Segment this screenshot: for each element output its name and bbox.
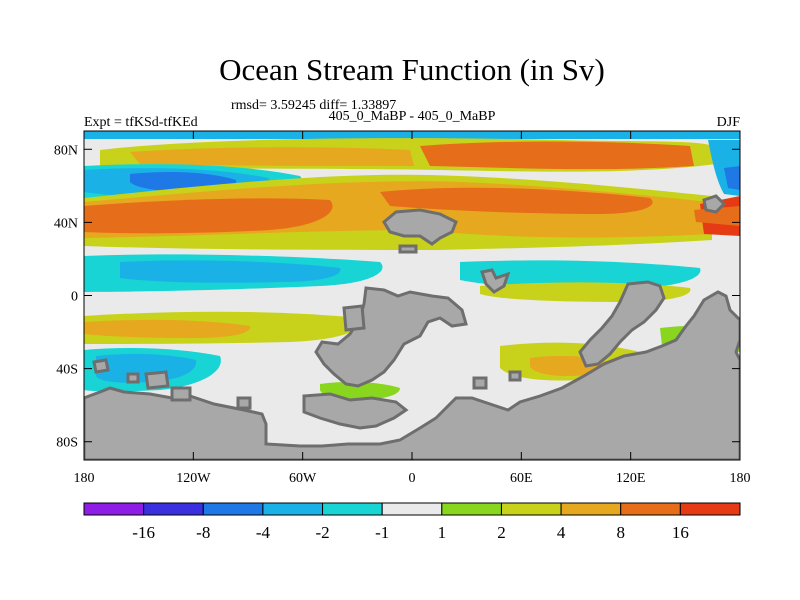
land-mass bbox=[480, 268, 511, 294]
colorbar-swatch bbox=[322, 502, 383, 516]
chart-title: Ocean Stream Function (in Sv) bbox=[219, 52, 605, 87]
colorbar-label: -1 bbox=[375, 523, 389, 542]
land-mass bbox=[398, 244, 418, 254]
colorbar: -16 -8 -4 -2 -1 1 2 4 8 16 bbox=[83, 502, 741, 542]
land-mass bbox=[508, 370, 522, 382]
colorbar-swatch bbox=[441, 502, 502, 516]
land-mass bbox=[170, 386, 192, 402]
stats-label: rmsd= 3.59245 diff= 1.33897 bbox=[231, 98, 396, 113]
x-tick-label: 60W bbox=[289, 471, 317, 486]
colorbar-label: 8 bbox=[616, 523, 625, 542]
contour-band bbox=[380, 187, 653, 214]
colorbar-swatch bbox=[560, 502, 622, 516]
colorbar-swatch bbox=[83, 502, 145, 516]
colorbar-swatch bbox=[202, 502, 264, 516]
land-mass bbox=[144, 370, 170, 390]
contour-band bbox=[130, 147, 414, 166]
experiment-label: Expt = tfKSd-tfKEd bbox=[84, 115, 198, 130]
land-mass bbox=[92, 358, 110, 374]
land-mass bbox=[382, 208, 458, 246]
contour-band bbox=[420, 141, 694, 170]
contour-band bbox=[120, 260, 341, 283]
y-tick-label: 0 bbox=[71, 290, 78, 305]
land-mass bbox=[84, 290, 740, 460]
land-mass bbox=[472, 376, 488, 390]
colorbar-swatch bbox=[262, 502, 324, 516]
colorbar-label: -2 bbox=[315, 523, 329, 542]
contour-band bbox=[724, 166, 740, 190]
colorbar-swatch bbox=[143, 502, 204, 516]
land-mass bbox=[578, 280, 666, 368]
x-tick-label: 120W bbox=[176, 471, 211, 486]
land-mass bbox=[342, 304, 366, 332]
y-tick-label: 40S bbox=[56, 363, 78, 378]
colorbar-label: 16 bbox=[672, 523, 689, 542]
colorbar-label: -8 bbox=[196, 523, 210, 542]
contour-band bbox=[96, 353, 197, 383]
x-tick-label: 0 bbox=[409, 471, 416, 486]
land-mass bbox=[126, 372, 140, 384]
colorbar-label: 2 bbox=[497, 523, 506, 542]
land-mass bbox=[702, 194, 727, 214]
colorbar-swatch bbox=[381, 502, 443, 516]
land-mass bbox=[314, 286, 468, 388]
x-tick-label: 60E bbox=[510, 471, 533, 486]
land-mass bbox=[302, 392, 409, 430]
colorbar-swatch bbox=[500, 502, 562, 516]
center-label: 405_0_MaBP - 405_0_MaBP bbox=[329, 109, 496, 124]
x-tick-label: 120E bbox=[616, 471, 646, 486]
colorbar-label: 4 bbox=[557, 523, 566, 542]
x-tick-label: 180 bbox=[730, 471, 751, 486]
y-tick-label: 80N bbox=[54, 143, 78, 158]
y-tick-label: 80S bbox=[56, 436, 78, 451]
x-tick-label: 180 bbox=[74, 471, 95, 486]
colorbar-label: -16 bbox=[132, 523, 155, 542]
colorbar-swatch bbox=[620, 502, 681, 516]
map-axes: 180 120W 60W 0 60E 120E 180 80N 40N 0 40S 80S bbox=[54, 131, 751, 486]
colorbar-label: 1 bbox=[438, 523, 447, 542]
contour-band bbox=[84, 198, 333, 234]
colorbar-swatch bbox=[679, 502, 741, 516]
y-tick-label: 40N bbox=[54, 216, 78, 231]
land-mass bbox=[236, 396, 252, 410]
stream-function-field bbox=[84, 131, 740, 460]
season-label: DJF bbox=[717, 115, 741, 130]
colorbar-label: -4 bbox=[256, 523, 271, 542]
contour-band bbox=[84, 319, 251, 338]
